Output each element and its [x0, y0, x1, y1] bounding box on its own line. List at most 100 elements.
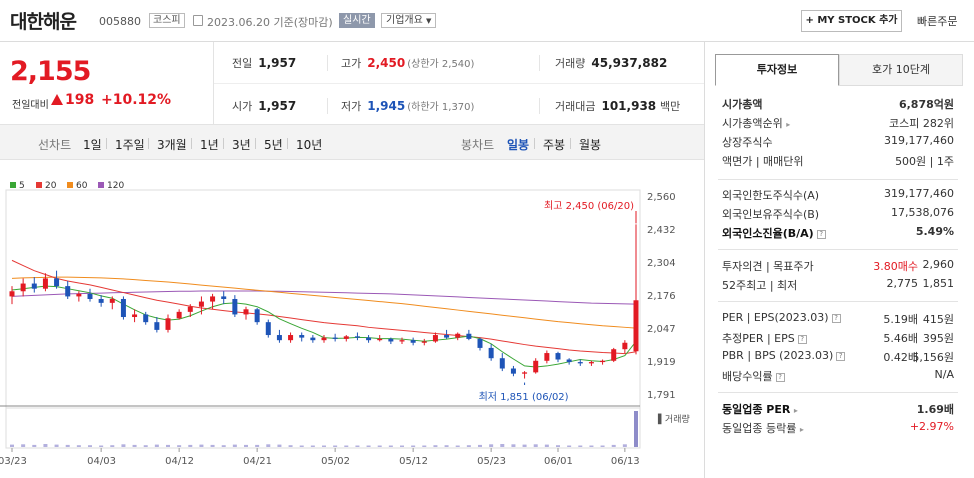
period-5y[interactable]: 5년 [264, 138, 283, 152]
realtime-button[interactable]: 실시간 [339, 13, 375, 28]
y-tick-label: 2,176 [647, 291, 676, 302]
volume-bar [166, 444, 170, 447]
candle-monthly[interactable]: 월봉 [579, 138, 602, 152]
x-tick-label: 04/12 [165, 456, 194, 467]
candle-daily[interactable]: 일봉 [507, 138, 530, 152]
chevron-down-icon: ▼ [426, 17, 432, 25]
volume-bar [65, 444, 70, 447]
chevron-right-icon: ▸ [786, 120, 791, 129]
volume-bar [544, 444, 549, 447]
volume-bar [143, 445, 148, 447]
tab-invest-info[interactable]: 투자정보 [715, 54, 839, 86]
volume-bar [433, 445, 438, 447]
quick-order-button[interactable]: 빠른주문 [917, 15, 958, 28]
volume-bar [322, 445, 326, 447]
period-10y[interactable]: 10년 [296, 138, 323, 152]
volume-bar [522, 444, 527, 447]
row-foreign-limit: 외국인한도주식수(A) 319,177,460 [722, 187, 954, 202]
tab-orderbook[interactable]: 호가 10단계 [839, 54, 963, 86]
low-annotation: 최저 1,851 (06/02) [479, 391, 569, 403]
x-tick-label: 04/21 [243, 456, 272, 467]
market-badge: 코스피 [149, 13, 185, 28]
volume-bar [121, 444, 126, 447]
period-1d[interactable]: 1일 [83, 138, 102, 152]
candle-body [232, 298, 238, 315]
candle-body [310, 337, 316, 341]
volume-bar [154, 444, 159, 447]
price-stats: 전일 1,957 고가 2,450 (상한가 2,540) 거래량 45,937,882… [214, 42, 704, 124]
candle-body [421, 341, 427, 343]
help-icon[interactable]: ? [797, 335, 807, 344]
period-3m[interactable]: 3개월 [157, 138, 187, 152]
row-industry-rate: 동일업종 등락률 ▸ +2.97% [722, 420, 954, 435]
row-industry-per: 동일업종 PER ▸ 1.69배 [722, 403, 954, 416]
y-tick-label: 2,047 [647, 324, 676, 335]
x-tick-label: 06/13 [611, 456, 640, 467]
candle-body [522, 372, 528, 374]
volume-bar [556, 445, 560, 447]
period-1w[interactable]: 1주일 [115, 138, 145, 152]
candle-body [533, 360, 539, 373]
candle-body [109, 298, 115, 303]
candle-body [265, 322, 271, 336]
candle-body [377, 338, 383, 341]
y-tick-label: 1,791 [647, 390, 676, 401]
volume-bar [99, 445, 104, 447]
row-market-cap: 시가총액 6,878억원 [722, 98, 954, 111]
stat-volume: 거래량 45,937,882 [555, 56, 668, 70]
volume-bar [466, 445, 471, 447]
volume-bar [88, 445, 92, 447]
candle-body [176, 311, 182, 319]
candle-body [410, 340, 416, 343]
help-icon[interactable]: ? [831, 314, 841, 323]
volume-bar [221, 445, 226, 447]
company-info-label: 기업개요 [386, 15, 423, 26]
candle-body [31, 283, 37, 289]
volume-bar [132, 444, 137, 447]
candlestick-chart[interactable]: 2,560 2,432 2,304 2,176 2,047 1,919 1,791 03/23… [0, 160, 704, 478]
candle-body [332, 337, 338, 339]
volume-bar [199, 444, 204, 447]
row-dividend: 배당수익률? N/A [722, 368, 954, 383]
ma60-swatch [67, 182, 73, 188]
candle-body [42, 278, 48, 289]
stat-high: 고가 2,450 (상한가 2,540) [341, 56, 475, 70]
candle-body [288, 335, 294, 341]
candle-chart-label: 봉차트 [461, 138, 495, 152]
candle-body [198, 301, 204, 307]
volume-bar [288, 445, 293, 447]
x-tick-label: 06/01 [544, 456, 573, 467]
candle-body [354, 336, 360, 338]
candle-body [120, 298, 126, 318]
row-cap-rank: 시가총액순위 ▸ 코스피 282위 [722, 117, 954, 130]
row-opinion: 투자의견 | 목표주가 3.80매수 2,960 [722, 258, 954, 273]
volume-bar [622, 444, 627, 447]
candle-weekly[interactable]: 주봉 [543, 138, 566, 152]
candle-body [432, 335, 438, 342]
stats-divider [214, 83, 704, 84]
mystock-add-button[interactable]: + MY STOCK 추가 [801, 10, 902, 32]
volume-bar [400, 445, 404, 447]
ma60-line [11, 276, 637, 329]
volume-plot-frame [5, 407, 641, 449]
ma5-swatch [10, 182, 16, 188]
volume-bar [567, 445, 572, 447]
help-icon[interactable]: ? [816, 230, 826, 239]
period-1y[interactable]: 1년 [200, 138, 219, 152]
help-icon[interactable]: ? [775, 373, 785, 382]
stock-header: 대한해운 005880 코스피 2023.06.20 기준(장마감) 실시간 기… [0, 0, 974, 42]
high-annotation: 최고 2,450 (06/20) [544, 200, 634, 212]
candle-body [499, 358, 505, 369]
volume-bar [411, 445, 416, 447]
candle-body [477, 338, 483, 348]
stat-amount: 거래대금 101,938 백만 [555, 99, 681, 113]
volume-bar [244, 444, 248, 447]
y-tick-label: 2,304 [647, 258, 676, 269]
company-info-dropdown[interactable]: 기업개요 ▼ [381, 13, 437, 28]
ma5-line [11, 285, 637, 368]
period-3y[interactable]: 3년 [232, 138, 251, 152]
candle-body [276, 335, 282, 341]
candle-body [221, 296, 227, 299]
help-icon[interactable]: ? [836, 352, 846, 361]
candle-body [143, 314, 149, 323]
